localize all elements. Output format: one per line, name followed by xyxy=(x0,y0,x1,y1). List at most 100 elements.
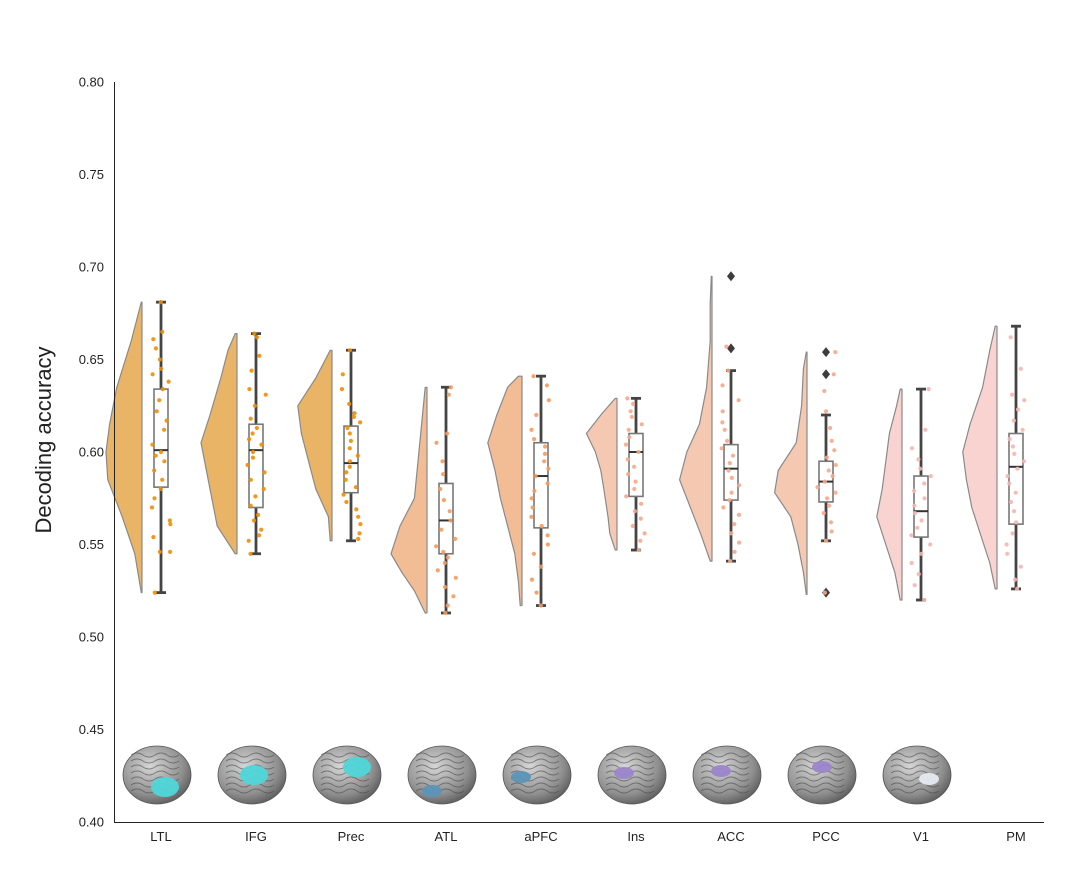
data-point-ins xyxy=(626,472,631,477)
brain-gyrus xyxy=(510,752,560,758)
data-point-apfc xyxy=(546,398,552,403)
data-point-apfc xyxy=(538,564,544,569)
axes xyxy=(114,82,1044,823)
brain-gyrus xyxy=(795,776,845,782)
brain-region-highlight xyxy=(151,777,179,797)
brain-surface xyxy=(407,745,477,805)
data-point-ifg xyxy=(256,512,261,518)
data-point-acc xyxy=(725,438,730,443)
data-point-acc xyxy=(721,505,726,510)
data-point-pm xyxy=(1014,520,1019,525)
data-point-ins xyxy=(638,516,643,521)
data-point-ifg xyxy=(254,425,259,431)
data-point-ins xyxy=(631,401,636,406)
data-point-prec xyxy=(356,514,361,519)
data-point-atl xyxy=(448,518,453,523)
data-point-v1 xyxy=(918,466,923,471)
boxplot-acc xyxy=(723,369,739,563)
boxplot-atl xyxy=(438,385,454,615)
data-point-pm xyxy=(1011,418,1017,423)
brain-region-highlight xyxy=(240,765,268,785)
brain-gyrus xyxy=(890,782,940,788)
data-point-ifg xyxy=(263,392,268,397)
data-point-acc xyxy=(736,398,741,403)
brain-gyrus xyxy=(605,758,655,764)
data-point-v1 xyxy=(912,488,917,493)
data-point-acc xyxy=(719,446,724,451)
data-point-v1 xyxy=(909,533,914,538)
data-point-v1 xyxy=(928,542,933,547)
brain-gyrus xyxy=(320,782,370,788)
data-point-acc xyxy=(724,344,729,349)
data-point-prec xyxy=(348,438,353,443)
brain-image-v1 xyxy=(882,745,952,805)
data-point-pm xyxy=(1008,499,1014,505)
data-point-v1 xyxy=(915,525,920,530)
data-point-atl xyxy=(434,544,439,549)
boxplot-prec xyxy=(343,348,359,543)
data-point-prec xyxy=(347,464,352,469)
brain-gyrus xyxy=(795,788,845,794)
data-point-pcc xyxy=(815,485,820,490)
data-point-apfc xyxy=(544,383,550,388)
data-point-pm xyxy=(1013,577,1018,582)
data-point-acc xyxy=(729,475,734,480)
brain-image-ltl xyxy=(122,745,192,805)
data-point-v1 xyxy=(909,560,914,566)
brain-region-highlight xyxy=(919,773,939,785)
data-point-v1 xyxy=(912,583,917,588)
data-point-ifg xyxy=(252,331,257,336)
data-point-acc xyxy=(737,540,742,545)
data-point-prec xyxy=(345,425,350,431)
data-point-ltl xyxy=(153,346,158,351)
brain-gyrus xyxy=(225,782,275,788)
data-point-ltl xyxy=(160,387,165,392)
brain-region-highlight xyxy=(343,757,371,777)
brain-gyrus xyxy=(415,770,465,776)
data-point-apfc xyxy=(529,577,535,582)
brain-gyrus xyxy=(890,764,940,770)
data-point-pcc xyxy=(822,590,828,595)
data-point-ifg xyxy=(249,368,254,373)
data-point-acc xyxy=(720,409,725,414)
y-tick-labels: 0.40 0.45 0.50 0.55 0.60 0.65 0.70 0.75 0.80 xyxy=(79,75,104,830)
data-point-pm xyxy=(1007,437,1012,442)
data-point-prec xyxy=(344,470,349,475)
data-point-ifg xyxy=(261,486,266,492)
violin-apfc xyxy=(487,375,523,607)
brain-gyrus xyxy=(510,788,560,794)
data-point-apfc xyxy=(529,514,534,519)
data-point-prec xyxy=(354,507,359,512)
data-point-atl xyxy=(451,594,456,599)
data-point-pcc xyxy=(830,474,835,479)
data-point-pcc xyxy=(823,538,829,543)
y-tick-label: 0.40 xyxy=(79,815,104,830)
data-point-pm xyxy=(1005,551,1010,556)
brain-gyrus xyxy=(890,758,940,764)
data-point-ins xyxy=(624,494,629,499)
brain-region-highlight xyxy=(511,771,531,783)
data-point-ltl xyxy=(149,505,155,510)
data-point-ifg xyxy=(254,335,260,340)
brain-image-pcc xyxy=(787,745,857,805)
data-point-v1 xyxy=(923,427,928,432)
data-point-acc xyxy=(722,427,727,432)
data-point-atl xyxy=(447,509,452,514)
data-point-acc xyxy=(726,468,731,473)
brain-image-acc xyxy=(692,745,762,805)
data-point-prec xyxy=(339,387,345,392)
data-point-ltl xyxy=(152,468,157,473)
data-point-ltl xyxy=(160,329,165,334)
data-point-prec xyxy=(356,536,361,542)
data-point-pcc xyxy=(828,425,833,431)
data-point-pcc xyxy=(833,350,838,355)
data-point-acc xyxy=(729,490,734,495)
brain-image-atl xyxy=(407,745,477,805)
data-point-apfc xyxy=(529,496,534,501)
data-point-pm xyxy=(1010,444,1016,449)
x-tick-label-v1: V1 xyxy=(913,829,929,844)
brain-surface xyxy=(122,745,192,805)
y-axis-label: Decoding accuracy xyxy=(31,346,56,533)
data-point-pm xyxy=(1010,531,1015,536)
data-point-ifg xyxy=(253,494,258,499)
